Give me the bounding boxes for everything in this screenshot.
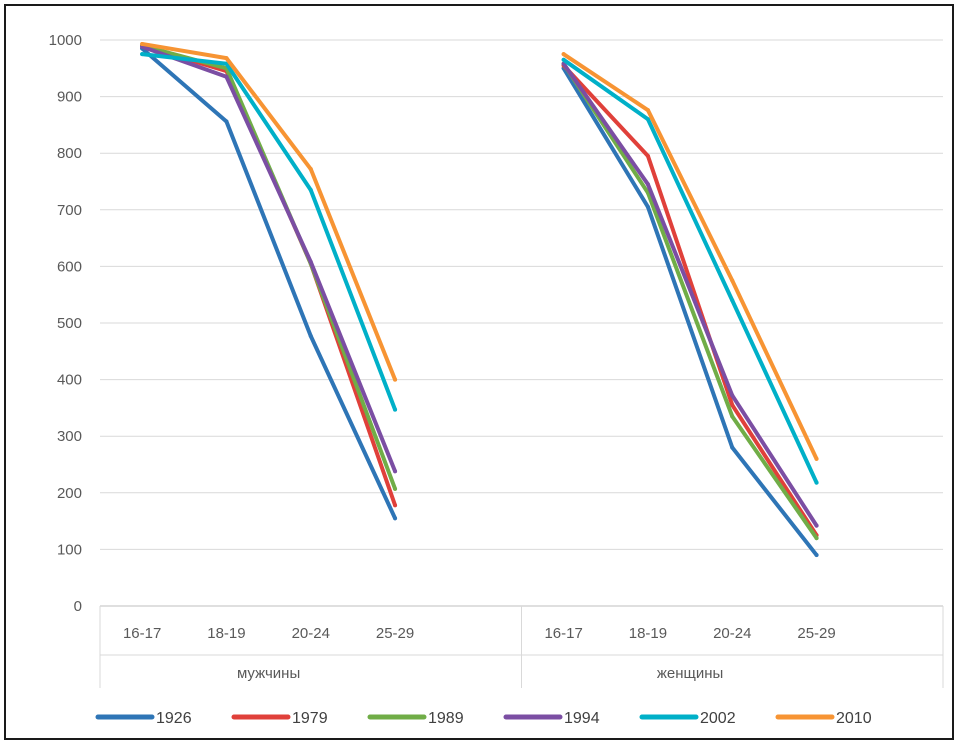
legend-label: 1979	[292, 710, 328, 727]
data-point-1979	[730, 403, 735, 408]
legend-label: 1926	[156, 710, 192, 727]
x-tick-label: 16-17	[123, 625, 161, 642]
y-tick-label: 700	[57, 202, 82, 219]
x-tick-label: 18-19	[207, 625, 245, 642]
x-tick-label: 25-29	[797, 625, 835, 642]
data-point-1926	[730, 445, 735, 450]
series-line-2002	[561, 57, 819, 485]
y-tick-label: 600	[57, 258, 82, 275]
series-line-1989	[561, 61, 819, 541]
data-point-2002	[393, 407, 398, 412]
y-tick-label: 1000	[49, 32, 82, 49]
y-tick-label: 0	[74, 598, 82, 615]
series-line-1994	[140, 44, 398, 474]
data-point-1994	[393, 469, 398, 474]
data-point-1994	[645, 182, 650, 187]
group-label: женщины	[657, 665, 723, 682]
y-tick-label: 100	[57, 541, 82, 558]
data-point-1926	[645, 204, 650, 209]
y-tick-label: 900	[57, 89, 82, 106]
x-tick-label: 25-29	[376, 625, 414, 642]
data-point-2010	[308, 167, 313, 172]
series-line-1994	[561, 61, 819, 528]
data-point-2002	[645, 117, 650, 122]
data-point-2002	[730, 298, 735, 303]
data-point-2010	[393, 377, 398, 382]
data-point-2002	[140, 52, 145, 57]
data-point-2010	[561, 52, 566, 57]
group-label: мужчины	[237, 665, 300, 682]
data-point-1979	[393, 503, 398, 508]
x-tick-label: 20-24	[713, 625, 751, 642]
series-line-1926	[140, 46, 398, 521]
data-point-1989	[730, 414, 735, 419]
y-tick-label: 500	[57, 315, 82, 332]
data-point-1926	[814, 553, 819, 558]
y-tick-label: 200	[57, 485, 82, 502]
y-tick-label: 400	[57, 372, 82, 389]
data-point-2002	[814, 480, 819, 485]
data-point-2002	[561, 57, 566, 62]
x-tick-label: 18-19	[629, 625, 667, 642]
data-point-2010	[140, 41, 145, 46]
y-tick-label: 300	[57, 428, 82, 445]
data-point-2010	[730, 278, 735, 283]
data-point-1989	[393, 486, 398, 491]
legend-label: 1989	[428, 710, 464, 727]
data-point-1979	[645, 154, 650, 159]
data-point-2010	[224, 56, 229, 61]
series-line-2002	[140, 52, 398, 412]
data-point-1994	[308, 259, 313, 264]
data-point-1926	[224, 119, 229, 124]
data-point-2010	[814, 456, 819, 461]
data-point-2010	[645, 108, 650, 113]
legend-label: 2010	[836, 710, 872, 727]
data-point-1994	[224, 74, 229, 79]
x-tick-label: 20-24	[292, 625, 330, 642]
data-point-2002	[224, 61, 229, 66]
data-point-1994	[730, 393, 735, 398]
y-tick-label: 800	[57, 145, 82, 162]
series-line-1926	[561, 66, 819, 558]
x-tick-label: 16-17	[544, 625, 582, 642]
data-point-1926	[308, 334, 313, 339]
series-line-1979	[561, 63, 819, 538]
series-line-2010	[561, 52, 819, 461]
legend-label: 2002	[700, 710, 736, 727]
data-point-1926	[393, 516, 398, 521]
data-point-1994	[814, 523, 819, 528]
series-line-2010	[140, 41, 398, 382]
data-point-2002	[308, 187, 313, 192]
chart-frame	[4, 4, 954, 740]
legend-label: 1994	[564, 710, 600, 727]
data-point-1989	[814, 536, 819, 541]
